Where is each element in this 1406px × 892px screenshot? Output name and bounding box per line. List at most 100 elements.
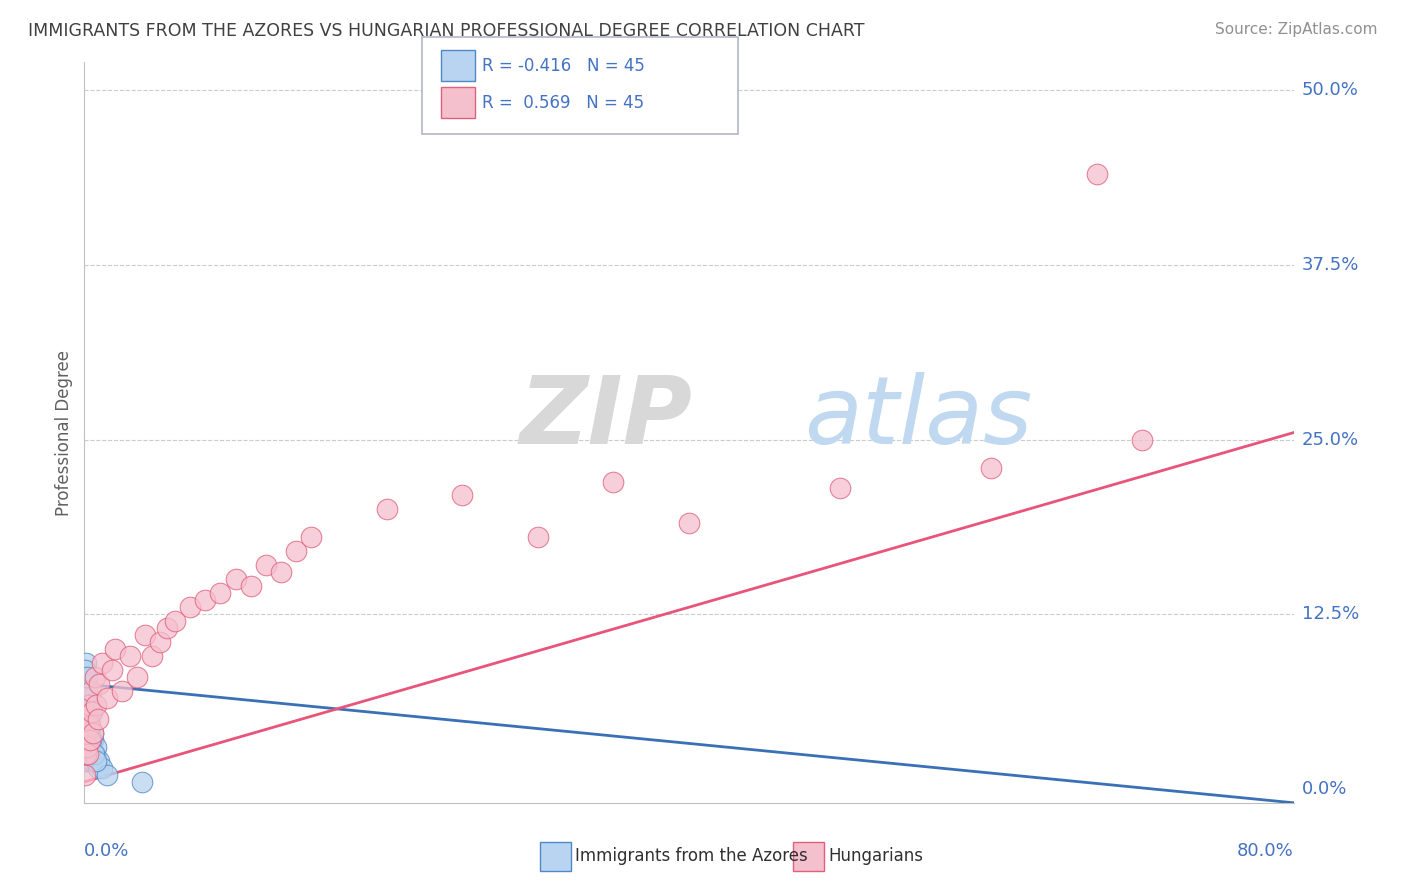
Point [194,593,217,607]
Point [80,684,103,698]
Point [111,684,134,698]
Y-axis label: Professional Degree: Professional Degree [55,350,73,516]
Point [75,677,97,691]
Point [79,733,101,747]
Point [77,698,100,712]
Point [76,712,98,726]
Text: ZIP: ZIP [520,372,693,464]
Text: atlas: atlas [804,372,1032,463]
Point [84,754,107,768]
Point [75,670,97,684]
Text: Immigrants from the Azores: Immigrants from the Azores [575,847,808,865]
Point [91,656,114,670]
Point [77,747,100,761]
Point [678,516,700,531]
Point [75,712,97,726]
Point [76,726,98,740]
Text: R = -0.416   N = 45: R = -0.416 N = 45 [482,57,645,75]
Point [80,705,103,719]
Point [225,572,247,586]
Point [91,761,114,775]
Point [75,768,97,782]
Point [239,579,262,593]
Text: 12.5%: 12.5% [1302,605,1360,624]
Point [76,684,98,698]
Point [80,754,103,768]
Point [118,649,141,664]
Point [375,502,398,516]
Point [75,754,97,768]
Point [75,691,97,706]
Point [76,670,98,684]
Point [1085,167,1108,181]
Point [451,488,474,502]
Point [100,663,122,677]
Text: Hungarians: Hungarians [828,847,924,865]
Point [75,739,97,754]
Point [82,726,104,740]
Text: R =  0.569   N = 45: R = 0.569 N = 45 [482,94,644,112]
Point [79,719,101,733]
Point [76,739,98,754]
Text: 80.0%: 80.0% [1237,842,1294,860]
Point [79,747,101,761]
Point [80,705,103,719]
Point [86,698,108,712]
Point [270,566,292,580]
Point [76,733,98,747]
Point [87,712,110,726]
Point [527,530,550,544]
Point [75,684,97,698]
Text: 25.0%: 25.0% [1302,431,1360,449]
Point [830,482,852,496]
Point [77,698,100,712]
Point [77,698,100,712]
Point [84,670,107,684]
Point [76,719,98,733]
Point [84,747,107,761]
Point [156,621,179,635]
Point [179,600,201,615]
Point [165,614,187,628]
Point [75,656,97,670]
Point [104,642,127,657]
Point [96,691,118,706]
Point [285,544,308,558]
Point [75,726,97,740]
Point [1132,433,1154,447]
Point [75,663,97,677]
Point [299,530,322,544]
Point [83,747,105,761]
Point [75,747,97,761]
Point [89,677,111,691]
Point [75,705,97,719]
Point [980,460,1002,475]
Point [82,726,104,740]
Point [82,733,104,747]
Point [76,754,98,768]
Point [75,747,97,761]
Point [76,726,98,740]
Text: 50.0%: 50.0% [1302,81,1358,99]
Point [149,635,172,649]
Point [75,733,97,747]
Point [80,733,103,747]
Point [86,739,108,754]
Point [127,670,149,684]
Point [76,719,98,733]
Point [76,726,98,740]
Text: 37.5%: 37.5% [1302,256,1360,274]
Point [134,628,156,642]
Point [254,558,277,573]
Text: 0.0%: 0.0% [1302,780,1347,797]
Point [75,705,97,719]
Point [131,775,153,789]
Point [209,586,232,600]
Point [79,733,101,747]
Point [79,719,101,733]
Point [75,698,97,712]
Text: Source: ZipAtlas.com: Source: ZipAtlas.com [1215,22,1378,37]
Point [96,768,118,782]
Point [602,475,624,489]
Point [77,739,100,754]
